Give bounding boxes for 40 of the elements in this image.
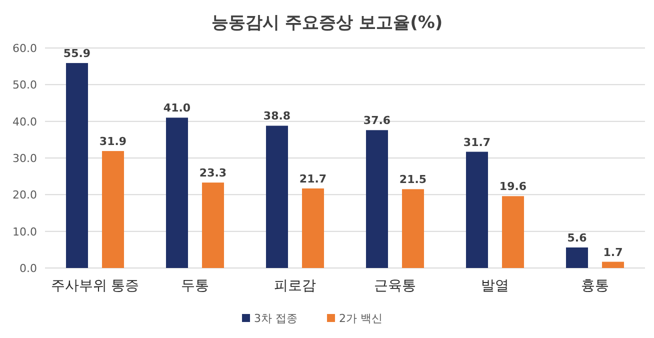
bar	[102, 151, 124, 268]
bar	[202, 182, 224, 268]
y-tick-label: 10.0	[12, 225, 37, 238]
x-tick-label: 발열	[481, 278, 509, 294]
bar	[166, 118, 188, 268]
data-label: 31.7	[463, 136, 491, 149]
bar	[266, 126, 288, 268]
bar	[466, 152, 488, 268]
bar	[402, 189, 424, 268]
x-tick-label: 근육통	[374, 278, 416, 294]
data-label: 41.0	[163, 102, 191, 115]
bar	[566, 247, 588, 268]
data-label: 5.6	[567, 231, 588, 244]
bar	[302, 188, 324, 268]
data-label: 31.9	[99, 135, 127, 148]
x-tick-label: 흉통	[581, 278, 609, 294]
y-tick-label: 40.0	[12, 115, 37, 128]
bar	[366, 130, 388, 268]
data-label: 23.3	[199, 166, 227, 180]
data-label: 1.7	[603, 246, 623, 259]
data-label: 38.8	[263, 110, 291, 123]
bar	[502, 196, 524, 268]
bar	[602, 262, 624, 268]
legend-label: 2가 백신	[339, 312, 382, 325]
data-label: 19.6	[499, 180, 527, 194]
data-label: 21.7	[299, 172, 327, 186]
legend-label: 3차 접종	[254, 312, 298, 325]
chart-title: 능동감시 주요증상 보고율(%)	[211, 13, 443, 33]
data-label: 37.6	[363, 114, 391, 128]
y-tick-label: 20.0	[12, 188, 37, 202]
x-tick-label: 주사부위 통증	[50, 278, 140, 294]
x-tick-label: 두통	[181, 278, 209, 294]
y-tick-label: 0.0	[20, 262, 37, 275]
bar	[66, 63, 88, 268]
y-tick-label: 50.0	[12, 78, 37, 92]
y-tick-label: 60.0	[12, 42, 37, 55]
y-tick-label: 30.0	[12, 152, 37, 165]
x-tick-label: 피로감	[274, 278, 316, 294]
data-label: 21.5	[399, 173, 427, 186]
data-label: 55.9	[63, 47, 91, 60]
